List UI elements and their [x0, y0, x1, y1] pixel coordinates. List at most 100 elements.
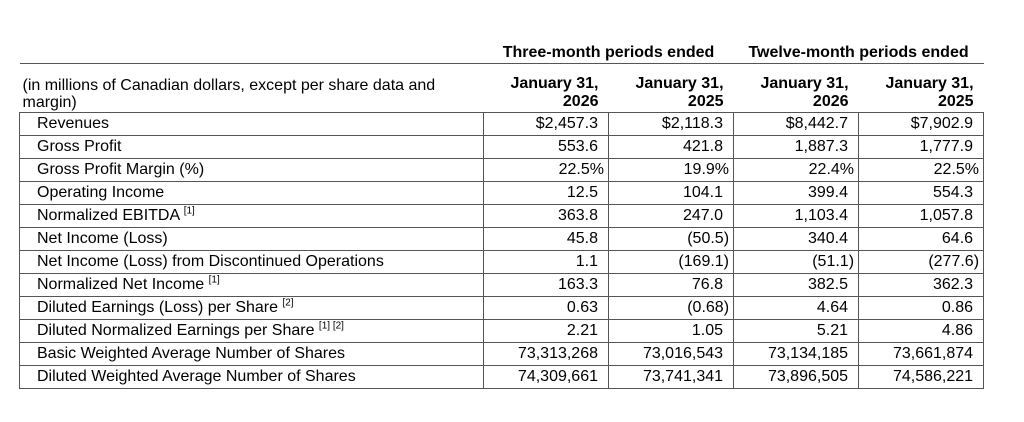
value-text: 74,586,221	[892, 368, 974, 385]
value-cell: 363.8	[483, 204, 609, 228]
value-text: 73,896,505	[767, 368, 849, 385]
value-cell: 382.5	[733, 273, 860, 297]
row-label: Diluted Weighted Average Number of Share…	[19, 365, 484, 389]
value-text: 73,741,341	[642, 368, 724, 385]
column-header-text: January 31, 2026	[760, 75, 849, 110]
row-label: Revenues	[19, 112, 484, 136]
footnote-ref: [1]	[183, 205, 195, 217]
value-cell: (0.68)	[607, 296, 735, 320]
value-text: $7,902.9	[910, 115, 974, 132]
row-label-text: Diluted Earnings (Loss) per Share	[37, 299, 279, 316]
value-text: (277.6)	[928, 253, 980, 270]
value-text: 19.9%	[683, 161, 730, 178]
value-cell: 1,057.8	[858, 204, 985, 228]
value-text: 22.4%	[808, 161, 855, 178]
row-label-text: Operating Income	[37, 184, 165, 201]
value-cell: 1,887.3	[733, 135, 860, 159]
value-cell: 1,777.9	[858, 135, 985, 159]
row-label-text: Diluted Normalized Earnings per Share	[37, 322, 315, 339]
value-text: 73,313,268	[517, 345, 598, 362]
table-row: Gross Profit Margin (%) 22.5% 19.9% 22.4% 22…	[19, 158, 985, 182]
value-cell: 1,103.4	[733, 204, 860, 228]
column-header-text: January 31, 2025	[635, 75, 724, 110]
value-cell: 74,309,661	[483, 365, 609, 389]
financial-summary-table-container: Three-month periods ended Twelve-month p…	[19, 0, 985, 389]
value-text: 22.5%	[933, 161, 980, 178]
value-cell: 73,896,505	[733, 365, 860, 389]
row-label-text: Basic Weighted Average Number of Shares	[37, 345, 346, 362]
value-text: 4.64	[816, 299, 849, 316]
footnote-ref: [1]	[208, 274, 220, 286]
value-cell: (50.5)	[607, 227, 735, 251]
value-text: 0.86	[941, 299, 974, 316]
table-row: Net Income (Loss) from Discontinued Oper…	[19, 250, 985, 274]
value-cell: $2,118.3	[607, 112, 735, 136]
value-text: 382.5	[807, 276, 849, 293]
table-row: Basic Weighted Average Number of Shares 7…	[19, 342, 985, 366]
table-row: Gross Profit 553.6 421.8 1,887.3 1,777.9	[19, 135, 985, 159]
row-label-text: Diluted Weighted Average Number of Share…	[37, 368, 356, 385]
value-cell: $7,902.9	[858, 112, 985, 136]
value-cell: 73,016,543	[607, 342, 735, 366]
value-cell: 104.1	[607, 181, 735, 205]
value-cell: 2.21	[483, 319, 609, 343]
value-text: (51.1)	[812, 253, 855, 270]
value-text: 363.8	[557, 207, 598, 224]
value-cell: 247.0	[607, 204, 735, 228]
table-row: Diluted Weighted Average Number of Share…	[19, 365, 985, 389]
value-text: $2,118.3	[661, 115, 724, 132]
value-cell: 399.4	[733, 181, 860, 205]
value-text: 362.3	[932, 276, 974, 293]
value-cell: 73,313,268	[483, 342, 609, 366]
value-text: 45.8	[566, 230, 598, 247]
row-label-text: Normalized EBITDA	[37, 207, 180, 224]
empty-header	[20, 0, 484, 64]
value-text: 554.3	[932, 184, 974, 201]
value-text: (169.1)	[678, 253, 730, 270]
value-text: 399.4	[807, 184, 849, 201]
value-text: 553.6	[557, 138, 598, 155]
row-label: Net Income (Loss)	[19, 227, 484, 251]
value-text: 163.3	[557, 276, 598, 293]
column-header-text: January 31, 2026	[510, 75, 599, 110]
table-row: Normalized Net Income [1] 163.3 76.8 382.5 3…	[19, 273, 985, 297]
value-cell: 12.5	[483, 181, 609, 205]
value-text: 0.63	[566, 299, 598, 316]
row-label: Gross Profit	[19, 135, 484, 159]
column-header: January 31, 2025	[608, 63, 734, 113]
row-label-text: Revenues	[37, 115, 110, 132]
value-cell: 45.8	[483, 227, 609, 251]
value-text: 74,309,661	[517, 368, 598, 385]
value-cell: 362.3	[858, 273, 985, 297]
value-cell: 22.5%	[483, 158, 609, 182]
value-text: 1.05	[691, 322, 724, 339]
table-row: Net Income (Loss) 45.8 (50.5) 340.4 64.6	[19, 227, 985, 251]
value-text: 73,134,185	[767, 345, 849, 362]
row-label-text: Net Income (Loss)	[37, 230, 168, 247]
table-row: Revenues $2,457.3 $2,118.3 $8,442.7 $7,902.9	[19, 112, 985, 136]
footnote-ref: [2]	[282, 297, 294, 309]
row-label-text: Normalized Net Income	[37, 276, 205, 293]
value-cell: 74,586,221	[858, 365, 985, 389]
row-label-text: Net Income (Loss) from Discontinued Oper…	[37, 253, 384, 270]
value-cell: 73,741,341	[607, 365, 735, 389]
value-cell: 1.05	[607, 319, 735, 343]
value-text: 104.1	[682, 184, 724, 201]
value-text: 421.8	[682, 138, 724, 155]
table-row: Normalized EBITDA [1] 363.8 247.0 1,103.4 1,…	[19, 204, 985, 228]
value-cell: 64.6	[858, 227, 985, 251]
value-text: 5.21	[816, 322, 849, 339]
value-cell: 421.8	[607, 135, 735, 159]
value-text: 12.5	[566, 184, 598, 201]
value-text: (0.68)	[687, 299, 730, 316]
value-cell: 22.4%	[733, 158, 860, 182]
column-header: January 31, 2026	[483, 63, 609, 113]
value-cell: 5.21	[733, 319, 860, 343]
value-cell: 1.1	[483, 250, 609, 274]
column-header: January 31, 2026	[733, 63, 859, 113]
value-cell: 73,661,874	[858, 342, 985, 366]
value-cell: 554.3	[858, 181, 985, 205]
row-label: Diluted Earnings (Loss) per Share [2]	[19, 296, 484, 320]
value-cell: 340.4	[733, 227, 860, 251]
table-row: Diluted Normalized Earnings per Share [1…	[19, 319, 985, 343]
